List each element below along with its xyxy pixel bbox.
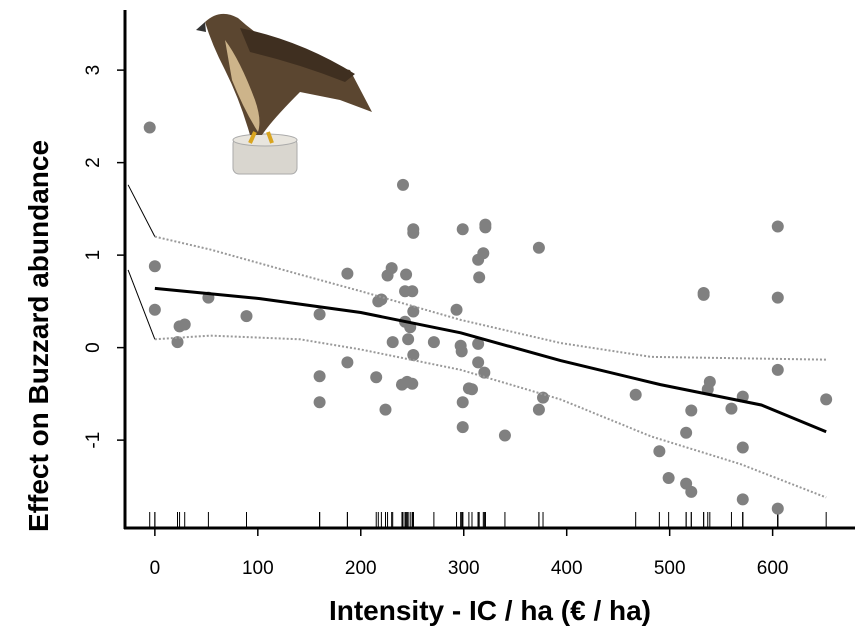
lower-confidence-band <box>154 334 827 499</box>
data-point <box>685 404 698 417</box>
y-tick-label: 0 <box>83 342 104 353</box>
lower-extrapolation <box>127 269 156 340</box>
data-point <box>407 349 420 362</box>
x-tick-label: 200 <box>345 558 377 579</box>
data-point <box>427 336 440 349</box>
data-point <box>400 268 413 281</box>
x-tick-label: 300 <box>448 558 480 579</box>
data-point <box>407 305 420 318</box>
data-point <box>313 396 326 409</box>
data-point <box>370 371 383 384</box>
data-point <box>532 241 545 254</box>
data-point <box>465 383 478 396</box>
x-tick-label: 100 <box>242 558 274 579</box>
data-point <box>148 260 161 273</box>
data-point <box>407 226 420 239</box>
data-point <box>171 336 184 349</box>
data-point <box>697 288 710 301</box>
data-point <box>629 388 642 401</box>
data-point <box>477 247 490 260</box>
data-point <box>379 403 392 416</box>
data-point <box>406 285 419 298</box>
data-point <box>406 377 419 390</box>
data-point <box>725 402 738 415</box>
data-point <box>143 121 156 134</box>
data-point <box>385 262 398 275</box>
y-axis-label: Effect on Buzzard abundance <box>23 140 54 532</box>
data-point <box>148 303 161 316</box>
data-point <box>685 485 698 498</box>
data-point <box>478 366 491 379</box>
data-point <box>653 445 666 458</box>
data-point <box>473 271 486 284</box>
data-point <box>820 393 833 406</box>
data-point <box>771 291 784 304</box>
x-tick-label: 500 <box>654 558 686 579</box>
data-point <box>472 337 485 350</box>
data-point <box>456 421 469 434</box>
data-point <box>456 396 469 409</box>
data-point <box>341 356 354 369</box>
data-point <box>456 223 469 236</box>
y-tick-label: 2 <box>83 157 104 168</box>
data-point <box>313 370 326 383</box>
data-point <box>450 303 463 316</box>
upper-extrapolation <box>127 184 156 237</box>
data-point <box>240 310 253 323</box>
data-point <box>178 318 191 331</box>
data-point <box>375 293 388 306</box>
data-point <box>386 336 399 349</box>
data-point <box>402 333 415 346</box>
upper-confidence-band <box>154 235 827 361</box>
data-point <box>771 502 784 515</box>
data-point <box>771 363 784 376</box>
y-tick-label: -1 <box>83 432 104 449</box>
data-point <box>771 220 784 233</box>
data-point <box>472 356 485 369</box>
y-tick-label: 3 <box>83 65 104 76</box>
data-point <box>479 221 492 234</box>
data-point <box>455 345 468 358</box>
data-point <box>537 391 550 404</box>
data-point <box>498 429 511 442</box>
data-point <box>736 441 749 454</box>
fit-line <box>154 286 827 434</box>
data-point <box>396 178 409 191</box>
x-tick-label: 600 <box>757 558 789 579</box>
data-point <box>680 426 693 439</box>
data-point <box>532 403 545 416</box>
buzzard-illustration <box>196 13 372 175</box>
data-point <box>341 267 354 280</box>
x-tick-label: 0 <box>150 558 161 579</box>
data-point <box>313 308 326 321</box>
y-tick-label: 1 <box>83 250 104 261</box>
x-tick-label: 400 <box>551 558 583 579</box>
x-axis-label: Intensity - IC / ha (€ / ha) <box>329 595 651 626</box>
data-point <box>736 493 749 506</box>
data-point <box>662 472 675 485</box>
